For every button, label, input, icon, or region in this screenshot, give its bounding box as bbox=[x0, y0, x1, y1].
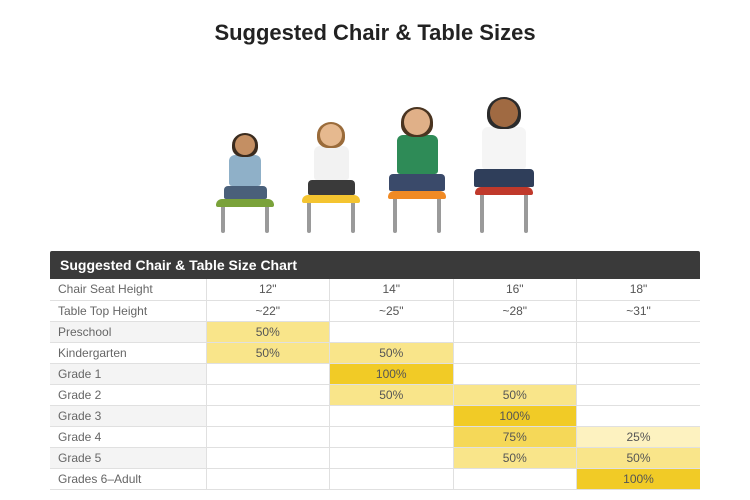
table-cell: 75% bbox=[453, 426, 577, 447]
table-cell: 25% bbox=[577, 426, 701, 447]
row-label: Chair Seat Height bbox=[50, 279, 206, 300]
table-cell: 50% bbox=[206, 342, 330, 363]
table-cell bbox=[330, 321, 454, 342]
table-cell bbox=[577, 321, 701, 342]
table-cell bbox=[330, 405, 454, 426]
page-container: Suggested Chair & Table Sizes Suggested … bbox=[0, 0, 750, 500]
table-cell: ~22" bbox=[206, 300, 330, 321]
table-cell: 12" bbox=[206, 279, 330, 300]
size-chart: Suggested Chair & Table Size Chart Chair… bbox=[50, 251, 700, 490]
table-cell: 16" bbox=[453, 279, 577, 300]
table-cell: 18" bbox=[577, 279, 701, 300]
table-cell: 100% bbox=[330, 363, 454, 384]
row-label: Preschool bbox=[50, 321, 206, 342]
table-cell: 50% bbox=[330, 342, 454, 363]
row-label: Grade 4 bbox=[50, 426, 206, 447]
illustration-row bbox=[50, 58, 700, 233]
table-cell: 14" bbox=[330, 279, 454, 300]
table-cell bbox=[577, 342, 701, 363]
seated-child-3 bbox=[388, 109, 446, 233]
seated-child-1 bbox=[216, 135, 274, 233]
table-cell bbox=[577, 405, 701, 426]
table-cell bbox=[330, 468, 454, 489]
table-cell bbox=[206, 405, 330, 426]
row-label: Grade 1 bbox=[50, 363, 206, 384]
row-label: Grades 6–Adult bbox=[50, 468, 206, 489]
table-cell bbox=[206, 384, 330, 405]
table-cell bbox=[453, 468, 577, 489]
page-title: Suggested Chair & Table Sizes bbox=[50, 20, 700, 46]
seated-child-2 bbox=[302, 124, 360, 233]
size-table: Chair Seat Height12"14"16"18" Table Top H… bbox=[50, 279, 700, 490]
table-cell bbox=[577, 384, 701, 405]
table-cell: ~25" bbox=[330, 300, 454, 321]
table-cell bbox=[453, 342, 577, 363]
row-label: Grade 2 bbox=[50, 384, 206, 405]
row-label: Table Top Height bbox=[50, 300, 206, 321]
row-label: Grade 3 bbox=[50, 405, 206, 426]
table-cell bbox=[206, 468, 330, 489]
row-label: Grade 5 bbox=[50, 447, 206, 468]
table-cell: 50% bbox=[330, 384, 454, 405]
table-cell bbox=[577, 363, 701, 384]
table-cell bbox=[453, 363, 577, 384]
table-cell bbox=[206, 363, 330, 384]
row-label: Kindergarten bbox=[50, 342, 206, 363]
table-cell: 50% bbox=[453, 447, 577, 468]
table-cell bbox=[453, 321, 577, 342]
seated-child-4 bbox=[474, 99, 534, 233]
table-cell: 50% bbox=[206, 321, 330, 342]
table-cell: ~28" bbox=[453, 300, 577, 321]
table-cell bbox=[206, 426, 330, 447]
table-cell: 50% bbox=[577, 447, 701, 468]
table-cell bbox=[330, 447, 454, 468]
table-header: Suggested Chair & Table Size Chart bbox=[50, 251, 700, 279]
table-cell: 100% bbox=[577, 468, 701, 489]
table-cell: 100% bbox=[453, 405, 577, 426]
table-cell bbox=[206, 447, 330, 468]
table-cell: 50% bbox=[453, 384, 577, 405]
table-cell bbox=[330, 426, 454, 447]
table-cell: ~31" bbox=[577, 300, 701, 321]
